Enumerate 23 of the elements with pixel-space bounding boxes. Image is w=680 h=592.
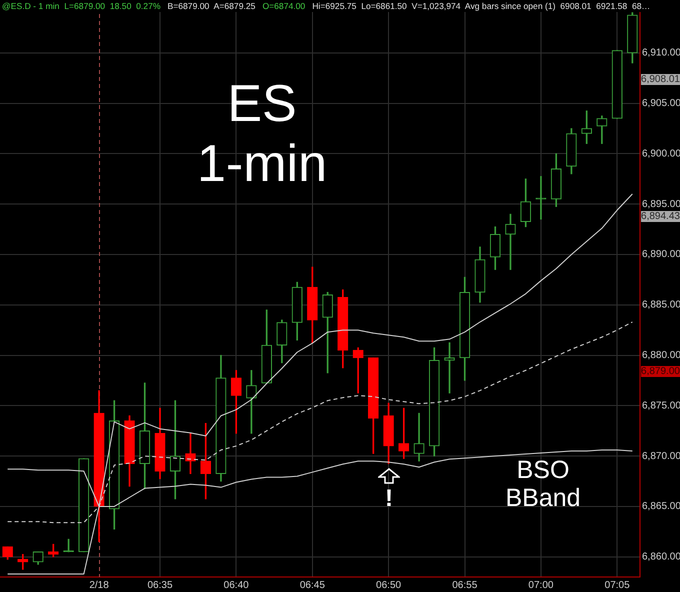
text: 6,894.43 <box>641 210 680 222</box>
x-tick-label: 2/18 <box>89 580 110 591</box>
annotation: O=6874.00 <box>262 0 306 12</box>
text: ES 1-min <box>196 74 328 194</box>
x-tick-label: 07:05 <box>604 580 630 591</box>
candlestick <box>185 433 196 474</box>
text: 6,879.00 <box>641 366 680 377</box>
x-tick-label: 06:55 <box>452 580 478 591</box>
candlestick <box>246 370 257 434</box>
x-tick-label: 07:00 <box>528 580 554 591</box>
text: 6,908.01 <box>641 74 680 84</box>
annotation: B=6879.00 A=6879.25 <box>168 0 256 12</box>
x-tick-label: 06:35 <box>147 580 173 591</box>
x-tick-label: 06:50 <box>376 580 402 591</box>
annotation: @ES.D - 1 min L=6879.00 18.50 0.27% <box>2 0 160 12</box>
x-tick-label: 06:40 <box>224 580 250 591</box>
x-tick-label: 06:45 <box>300 580 326 591</box>
annotation: BSO BBand <box>504 456 582 512</box>
candlestick <box>505 214 516 270</box>
annotation: ! <box>384 485 394 512</box>
candlestick <box>536 176 546 220</box>
annotation: Hi=6925.75 Lo=6861.50 V=1,023,974 Avg bars since open (1) 6908.01 6921.58 68… <box>312 0 650 12</box>
candlestick <box>414 412 424 462</box>
